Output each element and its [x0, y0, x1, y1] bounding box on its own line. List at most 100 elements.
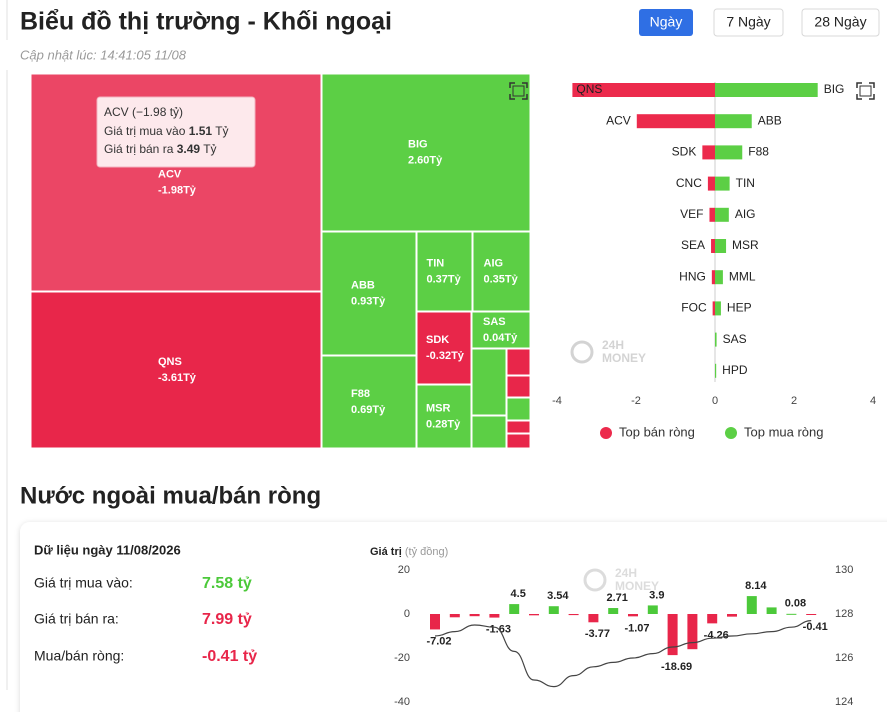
bar-label: AIG [735, 207, 756, 221]
treemap-label: AIG [484, 257, 504, 269]
bar-label: SAS [723, 332, 747, 346]
treemap-cell [321, 73, 531, 232]
stat-value: -0.41 tỷ [202, 648, 257, 665]
y2-tick-label: 130 [835, 564, 853, 576]
bar [702, 145, 715, 160]
treemap-value: 0.93Tỷ [351, 295, 386, 307]
fullscreen-icon[interactable] [509, 82, 528, 100]
tab-label[interactable]: 28 Ngày [814, 14, 866, 30]
treemap-label: F88 [351, 388, 370, 400]
tooltip-value: 1.51 [189, 124, 213, 138]
tab-28d[interactable]: 28 Ngày [801, 8, 880, 37]
treemap-cell [471, 415, 507, 449]
stat-value: 7.99 tỷ [202, 611, 252, 628]
treemap-cell [506, 348, 531, 376]
y-tick-label: -20 [394, 652, 410, 664]
treemap-value: 2.60Tỷ [408, 154, 443, 166]
treemap-cell [321, 231, 417, 356]
updated-time: Cập nhật lúc: 14:41:05 11/08 [20, 47, 187, 62]
bar [766, 607, 777, 614]
treemap-cell [506, 420, 531, 434]
treemap-value: 0.35Tỷ [484, 273, 519, 285]
y-tick-label: 20 [398, 564, 410, 576]
tab-day[interactable]: Ngày [639, 9, 693, 36]
bar [715, 363, 717, 378]
treemap-label: SAS [483, 316, 506, 328]
bar [430, 614, 440, 630]
bar [568, 614, 579, 616]
treemap-cell [321, 355, 417, 449]
legend-label: Top mua ròng [744, 424, 824, 439]
bar [628, 614, 638, 617]
bar-label: VEF [680, 207, 703, 221]
bar [608, 608, 619, 614]
bar-label: CNC [676, 176, 702, 190]
fullscreen-icon[interactable] [856, 82, 875, 100]
treemap-value: 0.28Tỷ [426, 418, 461, 430]
legend-label: Top bán ròng [619, 424, 695, 439]
y-axis-label: Giá trị [370, 546, 402, 558]
bar-label: HEP [727, 301, 752, 315]
stat-value: 7.58 tỷ [202, 575, 252, 592]
bar-label: HPD [722, 363, 748, 377]
bar [711, 239, 715, 253]
bar-value-label: 8.14 [745, 580, 767, 592]
y2-tick-label: 128 [835, 608, 853, 620]
tooltip-title: ACV (−1.98 tỷ) [104, 105, 183, 119]
bar [715, 207, 729, 222]
price-line [434, 620, 812, 688]
bar-value-label: -0.41 [803, 621, 828, 633]
bar-label: SEA [681, 238, 705, 252]
bar-label: SDK [672, 145, 697, 159]
bar-value-label: -1.07 [624, 622, 649, 634]
treemap-cell [416, 384, 472, 449]
x-tick-label: 0 [712, 395, 718, 407]
bar [715, 114, 752, 129]
x-tick-label: 2 [791, 395, 797, 407]
treemap-cell [472, 231, 531, 312]
section-title: Nước ngoài mua/bán ròng [20, 482, 321, 509]
bar-value-label: 2.71 [606, 592, 627, 604]
bar [715, 332, 717, 347]
bar [572, 83, 715, 97]
treemap-cell [506, 433, 531, 449]
y-axis-unit: (tỷ đồng) [405, 546, 448, 558]
treemap-cell [506, 375, 531, 398]
bar-label: MSR [732, 238, 759, 252]
bar [449, 614, 460, 618]
treemap-label: QNS [158, 356, 182, 368]
bar [509, 604, 520, 614]
bar [707, 614, 718, 624]
bar-label: ABB [758, 113, 782, 127]
bar-value-label: 3.9 [649, 589, 664, 601]
treemap-cell [506, 397, 531, 421]
bar [806, 614, 817, 615]
y2-tick-label: 124 [835, 696, 853, 708]
tooltip-label: Giá trị bán ra [104, 142, 174, 156]
watermark-text: MONEY [615, 579, 659, 593]
treemap-label: TIN [427, 257, 445, 269]
tab-label[interactable]: Ngày [650, 14, 683, 30]
bar-value-label: -4.26 [704, 629, 729, 641]
treemap-cell [471, 348, 507, 416]
treemap-label: BIG [408, 138, 428, 150]
tab-7d[interactable]: 7 Ngày [713, 8, 784, 37]
y-axis-title: Giá trị (tỷ đồng) [370, 546, 448, 558]
bar [715, 301, 721, 316]
y-tick-label: -40 [394, 696, 410, 708]
bar [709, 207, 715, 222]
tooltip-unit: Tỷ [215, 124, 228, 138]
y-tick-label: 0 [404, 608, 410, 620]
bar [715, 270, 723, 285]
bar [715, 239, 727, 253]
bar [529, 614, 539, 616]
treemap-value: 0.04Tỷ [483, 332, 518, 344]
treemap-label: ABB [351, 279, 375, 291]
tab-label[interactable]: 7 Ngày [726, 14, 770, 30]
bar-label: MML [729, 269, 756, 283]
bar-value-label: -3.77 [585, 628, 610, 640]
bar-value-label: 3.54 [547, 590, 569, 602]
